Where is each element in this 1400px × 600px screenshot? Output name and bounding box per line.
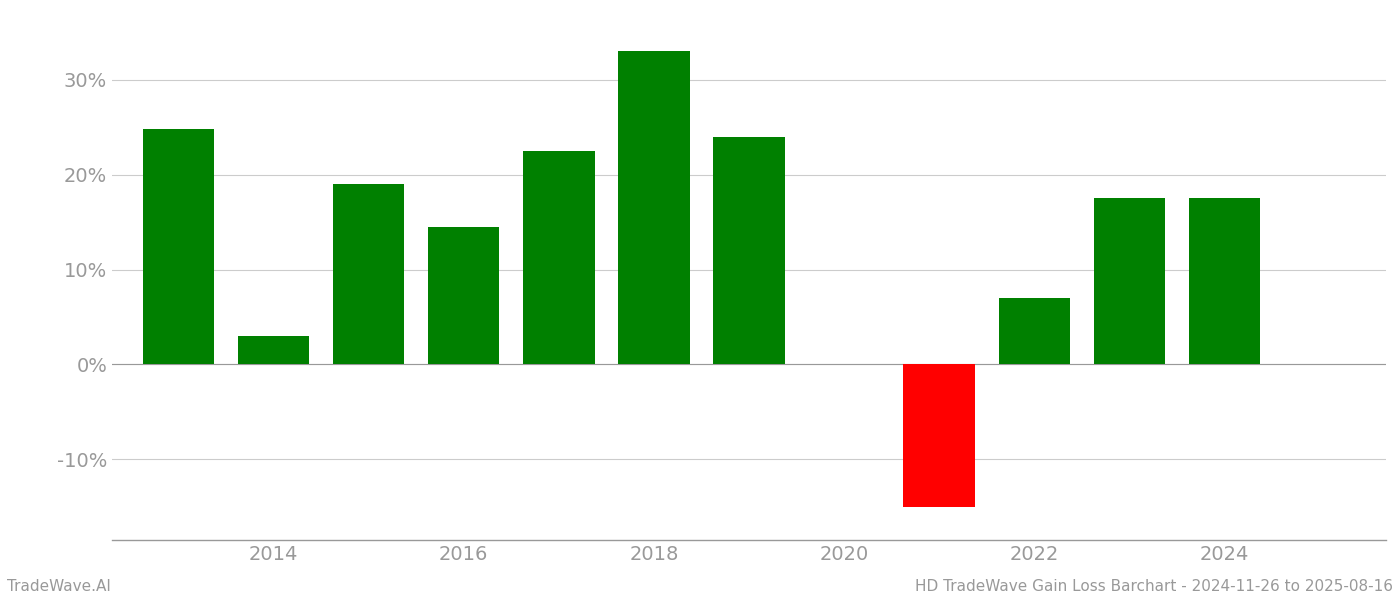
Bar <box>619 51 690 364</box>
Bar <box>998 298 1070 364</box>
Bar <box>238 336 309 364</box>
Bar <box>524 151 595 364</box>
Bar <box>143 129 214 364</box>
Bar <box>1093 199 1165 364</box>
Bar <box>1189 199 1260 364</box>
Bar <box>428 227 500 364</box>
Text: TradeWave.AI: TradeWave.AI <box>7 579 111 594</box>
Bar <box>333 184 405 364</box>
Bar <box>714 137 784 364</box>
Text: HD TradeWave Gain Loss Barchart - 2024-11-26 to 2025-08-16: HD TradeWave Gain Loss Barchart - 2024-1… <box>916 579 1393 594</box>
Bar <box>903 364 974 507</box>
